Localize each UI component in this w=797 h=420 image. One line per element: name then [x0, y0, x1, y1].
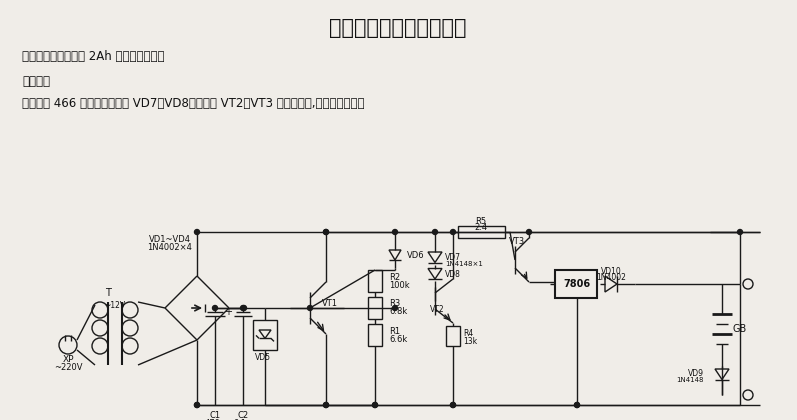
Circle shape — [392, 229, 398, 234]
Text: 470μ: 470μ — [204, 418, 226, 420]
Text: VD5: VD5 — [255, 354, 271, 362]
Circle shape — [213, 305, 218, 310]
Text: VD8: VD8 — [445, 270, 461, 279]
Text: R1: R1 — [389, 326, 400, 336]
Text: R5: R5 — [476, 218, 486, 226]
Text: VD1~VD4: VD1~VD4 — [149, 236, 191, 244]
Text: R4: R4 — [463, 328, 473, 338]
Circle shape — [324, 402, 328, 407]
Circle shape — [241, 305, 246, 310]
Text: 100k: 100k — [389, 281, 410, 289]
Text: ~220V: ~220V — [53, 362, 82, 372]
Circle shape — [194, 229, 199, 234]
Circle shape — [450, 402, 456, 407]
Circle shape — [575, 402, 579, 407]
Bar — [368, 270, 382, 292]
Circle shape — [324, 229, 328, 234]
Text: 6.6k: 6.6k — [389, 334, 407, 344]
Text: VD6: VD6 — [407, 250, 425, 260]
Text: 多功能警用电击充电装置: 多功能警用电击充电装置 — [329, 18, 467, 38]
Text: 13k: 13k — [463, 336, 477, 346]
Circle shape — [324, 402, 328, 407]
Bar — [446, 326, 460, 346]
Text: 1N4148: 1N4148 — [677, 377, 704, 383]
Bar — [368, 297, 382, 319]
Text: C2: C2 — [238, 410, 249, 420]
Circle shape — [450, 402, 456, 407]
Bar — [458, 226, 505, 238]
Text: 1N4002×4: 1N4002×4 — [147, 244, 192, 252]
Circle shape — [575, 402, 579, 407]
Circle shape — [372, 402, 378, 407]
Text: VD9: VD9 — [688, 368, 704, 378]
Text: VT1: VT1 — [322, 299, 338, 307]
Text: XP: XP — [62, 354, 74, 363]
Text: ~12V: ~12V — [104, 300, 126, 310]
Text: 6.8k: 6.8k — [389, 307, 407, 317]
Bar — [253, 320, 277, 350]
Text: 0.1μ: 0.1μ — [234, 418, 252, 420]
Text: R2: R2 — [389, 273, 400, 281]
Bar — [555, 270, 597, 298]
Text: 7806: 7806 — [563, 279, 591, 289]
Circle shape — [308, 305, 312, 310]
Text: GB: GB — [733, 324, 747, 334]
Text: 电路如图 466 所示。由二极管 VD7、VD8、三极管 VT2、VT3 组成恒流源,限制充电电流。: 电路如图 466 所示。由二极管 VD7、VD8、三极管 VT2、VT3 组成恒… — [22, 97, 364, 110]
Text: R3: R3 — [389, 299, 400, 309]
Circle shape — [392, 305, 398, 310]
Circle shape — [372, 402, 378, 407]
Text: VD7: VD7 — [445, 252, 461, 262]
Text: VT3: VT3 — [509, 237, 525, 247]
Circle shape — [433, 229, 438, 234]
Circle shape — [194, 402, 199, 407]
Circle shape — [737, 229, 743, 234]
Text: 1N4148×1: 1N4148×1 — [445, 261, 483, 267]
Bar — [368, 324, 382, 346]
Circle shape — [194, 402, 199, 407]
Circle shape — [527, 229, 532, 234]
Text: VT2: VT2 — [430, 304, 444, 313]
Text: VD10: VD10 — [601, 268, 622, 276]
Circle shape — [241, 305, 245, 310]
Circle shape — [450, 229, 456, 234]
Circle shape — [324, 229, 328, 234]
Text: T: T — [105, 288, 111, 298]
Text: +: + — [224, 307, 232, 317]
Text: 2.4: 2.4 — [474, 223, 488, 233]
Text: 本充电装置是对四只 2Ah 镍镉电池充电。: 本充电装置是对四只 2Ah 镍镉电池充电。 — [22, 50, 164, 63]
Text: 工作原理: 工作原理 — [22, 75, 50, 88]
Text: 1N4002: 1N4002 — [596, 273, 626, 283]
Text: C1: C1 — [210, 410, 221, 420]
